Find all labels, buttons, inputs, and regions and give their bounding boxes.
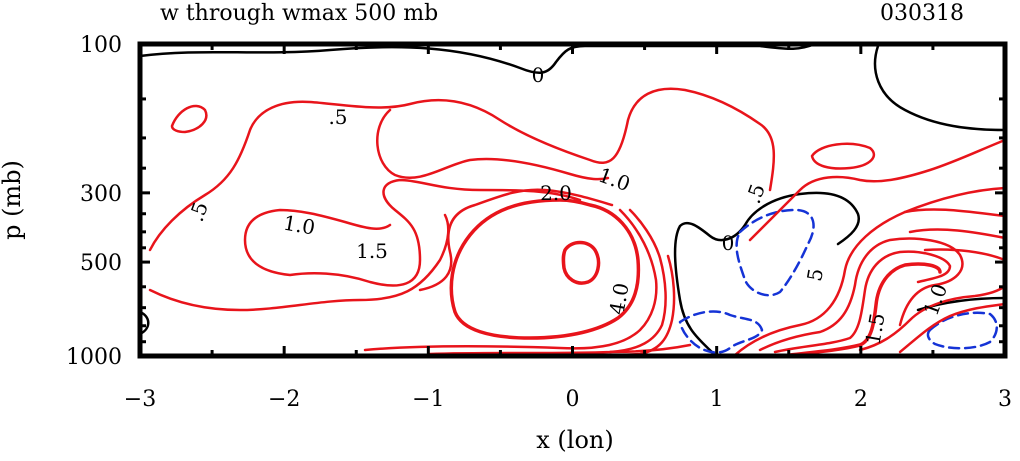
negative-contour-2: [678, 310, 764, 354]
x-tick-label: −1: [412, 387, 444, 412]
positive-contour-right-5: [858, 284, 1007, 352]
contour-label: 0: [532, 63, 545, 87]
contour-label: 2.0: [540, 181, 572, 205]
positive-contour-right-3: [773, 250, 952, 354]
y-axis-label: p (mb): [0, 160, 26, 240]
positive-contour-surface-1: [608, 343, 692, 354]
contour-label: .5: [328, 105, 347, 129]
positive-contour-stack-center-1: [363, 208, 658, 352]
positive-contour-right-6: [898, 302, 1007, 354]
positive-contour-2.0: [449, 198, 641, 340]
x-axis-label: x (lon): [536, 426, 613, 454]
positive-contour-stack-center-3: [478, 254, 676, 358]
positive-contour-1.0-outer-left: [148, 213, 450, 312]
positive-contour-stack-center-2: [428, 208, 667, 356]
y-tick-label: 100: [80, 33, 122, 58]
contour-label: 1.0: [595, 163, 633, 196]
negative-contour-1: [735, 208, 815, 297]
x-tick-label: 1: [710, 387, 724, 412]
x-tick-label: 0: [566, 387, 580, 412]
x-tick-label: 2: [854, 387, 868, 412]
positive-contour-right-7: [903, 208, 1007, 218]
positive-contour-small-loop-left: [170, 104, 208, 134]
positive-contour-right-2: [758, 237, 964, 352]
contour-label: 0: [722, 231, 735, 255]
contour-label: 1.0: [919, 281, 952, 319]
positive-contour-right-9: [923, 248, 1007, 262]
y-tick-label: 300: [80, 182, 122, 207]
positive-contour-right-0.5: [748, 138, 1007, 242]
x-tick-label: −2: [268, 387, 300, 412]
contour-label: 1.5: [861, 311, 890, 346]
y-tick-label: 500: [80, 251, 122, 276]
contour-label: 5: [802, 266, 828, 283]
x-tick-label: 3: [998, 387, 1012, 412]
chart-date: 030318: [880, 1, 964, 26]
negative-contour-3: [926, 311, 998, 350]
contour-label: 4.0: [605, 281, 634, 316]
contour-label: 1.0: [281, 211, 316, 240]
x-tick-label: −3: [124, 387, 156, 412]
positive-contour-4.0: [561, 240, 601, 285]
zero-contour-right: [873, 44, 1007, 132]
contour-labels: .50.5 1.01.52.0 1.0.504.051.01.5: [184, 63, 952, 347]
positive-contour-right-4: [788, 262, 942, 357]
positive-contour-1.0: [243, 178, 582, 287]
y-tick-label: 1000: [66, 345, 122, 370]
positive-contour-right-8: [908, 228, 1007, 240]
positive-contour-right-1: [733, 186, 1007, 357]
positive-contour-0.5-outer: [148, 87, 776, 252]
contour-lines: [138, 42, 1007, 358]
positive-contour-1.5: [418, 188, 614, 292]
contour-label: .5: [184, 199, 213, 225]
positive-contour-0.5-inner: [376, 108, 610, 181]
contour-label: .5: [741, 181, 770, 207]
positive-contour-small-loop-right: [810, 142, 876, 170]
chart-title: w through wmax 500 mb: [160, 1, 438, 26]
zero-contour-mid: [673, 191, 861, 357]
contour-label: 1.5: [356, 239, 388, 263]
zero-contour-top: [138, 42, 817, 75]
